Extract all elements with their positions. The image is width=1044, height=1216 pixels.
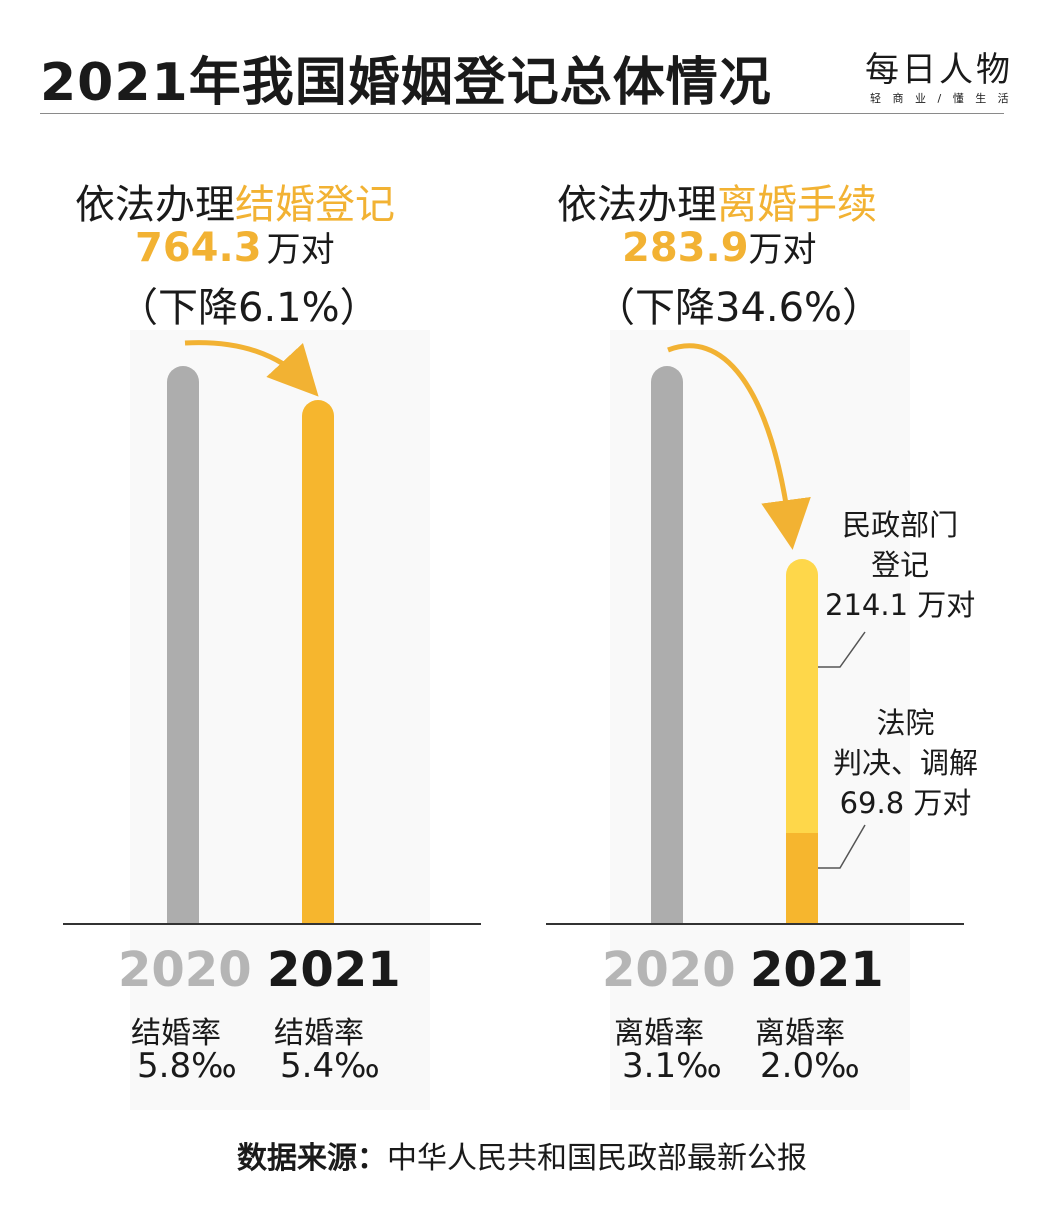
bar-marriage-2021	[302, 400, 334, 923]
divorce-change: （下降34.6%）	[595, 285, 883, 331]
brand-slogan: 轻 商 业 / 懂 生 活	[870, 92, 1013, 105]
marriage-rate-label-2021: 结婚率	[274, 1016, 364, 1051]
court-annotation: 法院 判决、调解 69.8 万对	[833, 703, 978, 823]
marriage-heading-prefix: 依法办理	[75, 182, 235, 228]
marriage-year-2021: 2021	[267, 942, 401, 998]
court-annotation-value: 69.8 万对	[839, 786, 972, 820]
divorce-heading-prefix: 依法办理	[557, 182, 717, 228]
data-source-text: 中华人民共和国民政部最新公报	[387, 1141, 807, 1176]
page-title: 2021年我国婚姻登记总体情况	[40, 53, 772, 113]
divorce-heading: 依法办理离婚手续	[557, 172, 877, 230]
civil-annotation: 民政部门 登记 214.1 万对	[825, 505, 975, 625]
marriage-heading: 依法办理结婚登记	[75, 172, 395, 230]
right-x-axis	[546, 923, 964, 925]
marriage-change: （下降6.1%）	[118, 285, 380, 331]
divorce-year-2020: 2020	[602, 942, 736, 998]
divorce-total-unit: 万对	[748, 230, 817, 270]
data-source: 数据来源：中华人民共和国民政部最新公报	[0, 1133, 1044, 1177]
bar-divorce-2020	[651, 366, 683, 923]
marriage-rate-label-2020: 结婚率	[131, 1016, 221, 1051]
marriage-total-unit: 万对	[266, 230, 335, 270]
left-x-axis	[63, 923, 481, 925]
court-annotation-leader	[818, 824, 866, 869]
marriage-rate-value-2020: 5.8‰	[137, 1046, 237, 1086]
civil-annotation-line1: 民政部门	[842, 508, 959, 542]
title-divider	[40, 113, 1004, 114]
court-annotation-line2: 判决、调解	[833, 746, 979, 780]
divorce-rate-label-2020: 离婚率	[614, 1016, 704, 1051]
marriage-total: 764.3 万对	[135, 222, 335, 271]
bar-marriage-2020	[167, 366, 199, 923]
civil-annotation-leader	[818, 631, 866, 668]
divorce-rate-value-2021: 2.0‰	[760, 1046, 860, 1086]
divorce-total-value: 283.9	[622, 225, 749, 271]
marriage-arrow	[184, 340, 319, 397]
divorce-rate-label-2021: 离婚率	[755, 1016, 845, 1051]
divorce-year-2021: 2021	[750, 942, 884, 998]
court-annotation-line1: 法院	[876, 706, 935, 740]
marriage-total-value: 764.3	[135, 225, 262, 271]
divorce-arrow	[667, 343, 811, 550]
divorce-rate-value-2020: 3.1‰	[622, 1046, 722, 1086]
marriage-rate-value-2021: 5.4‰	[280, 1046, 380, 1086]
marriage-year-2020: 2020	[118, 942, 252, 998]
data-source-label: 数据来源：	[237, 1141, 387, 1176]
marriage-heading-accent: 结婚登记	[235, 182, 395, 228]
bar-divorce-2021-civil	[786, 558, 818, 834]
divorce-heading-accent: 离婚手续	[717, 182, 877, 228]
divorce-total: 283.9万对	[622, 222, 817, 271]
civil-annotation-value: 214.1 万对	[825, 588, 976, 622]
brand-logo: 每日人物	[865, 50, 1013, 90]
bar-divorce-2021-court	[786, 833, 818, 923]
civil-annotation-line2: 登记	[871, 548, 930, 582]
